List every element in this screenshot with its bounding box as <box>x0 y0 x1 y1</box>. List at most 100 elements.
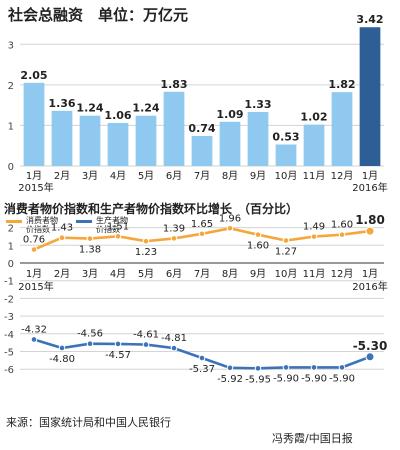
x-tick-label: 2月 <box>54 170 70 182</box>
data-label: -5.37 <box>189 364 215 375</box>
ppi-point <box>30 336 38 343</box>
cpi-point <box>282 237 290 244</box>
bar <box>135 115 157 166</box>
y-tick-label: -5 <box>4 348 14 359</box>
y-tick-label: 2 <box>8 81 14 92</box>
data-label: -5.90 <box>273 373 299 384</box>
bar <box>191 135 213 166</box>
data-label: 1.49 <box>303 222 325 233</box>
bar <box>163 91 185 166</box>
data-label: 1.60 <box>331 220 353 231</box>
year-label: 2015年 <box>18 280 53 293</box>
data-label: -5.92 <box>217 374 243 385</box>
ppi-point <box>170 344 178 352</box>
x-tick-label: 11月 <box>303 268 326 280</box>
cpi-point <box>226 225 234 232</box>
cpi-point <box>338 231 346 238</box>
x-tick-label: 1月 <box>362 170 378 182</box>
x-tick-label: 7月 <box>194 170 210 182</box>
legend: 消费者物价指数 生产者物价指数 <box>6 216 146 250</box>
x-tick-label: 4月 <box>110 170 126 182</box>
year-label: 2015年 <box>18 181 53 194</box>
data-label: 1.43 <box>51 223 73 234</box>
x-tick-label: 6月 <box>166 268 182 280</box>
data-label: 1.38 <box>79 245 101 256</box>
data-label: 1.23 <box>135 247 157 258</box>
cpi-point <box>170 235 178 242</box>
cpi-point <box>58 234 66 241</box>
legend-label-cpi: 消费者物价指数 <box>26 216 58 234</box>
year-label: 2016年 <box>352 280 387 293</box>
data-label: 1.51 <box>107 221 129 232</box>
y-tick-label: -1 <box>4 277 14 288</box>
data-label: 1.36 <box>48 97 75 110</box>
ppi-point <box>282 364 290 371</box>
cpi-point <box>142 237 150 245</box>
line-chart: 2 1 0 -1 -2 -3 -4 -5 -6 1月 2月 3月 4月 5月 6月 7月 8月 9月 10月 11月 1… <box>4 213 388 385</box>
x-tick-label: 7月 <box>194 268 210 280</box>
x-tick-label: 8月 <box>222 170 238 182</box>
cpi-point <box>114 232 122 240</box>
x-tick-label: 11月 <box>303 170 326 182</box>
data-label: 1.24 <box>76 102 103 115</box>
cpi-point <box>198 230 206 238</box>
chart-title-financing: 社会总融资 单位：万亿元 <box>8 6 189 24</box>
data-label: -4.57 <box>105 350 131 361</box>
data-label: 0.74 <box>188 122 215 135</box>
y-tick-label: 1 <box>8 121 14 132</box>
data-label: -5.95 <box>245 374 271 385</box>
data-label: 0.53 <box>272 130 299 143</box>
data-label: -4.80 <box>49 354 75 365</box>
data-label: 1.60 <box>247 241 269 252</box>
y-tick-label: -4 <box>4 330 14 341</box>
y-tick-label: 2 <box>8 224 14 235</box>
source-note: 来源：国家统计局和中国人民银行 <box>6 416 171 429</box>
data-label: 1.27 <box>275 247 297 258</box>
cpi-point <box>30 246 38 253</box>
data-label: 3.42 <box>356 13 383 26</box>
bar <box>331 92 353 166</box>
x-tick-label: 12月 <box>331 268 354 280</box>
data-label: 1.09 <box>216 108 243 121</box>
x-tick-label: 3月 <box>82 170 98 182</box>
cpi-point <box>365 226 375 236</box>
y-tick-label: -3 <box>4 312 14 323</box>
credit-line: 冯秀霞/中国日报 <box>272 432 353 445</box>
cpi-point <box>86 235 94 242</box>
ppi-point <box>310 364 318 371</box>
data-label: 1.65 <box>191 219 213 230</box>
x-tick-label: 1月 <box>26 170 42 182</box>
y-tick-label: -6 <box>4 365 14 376</box>
legend-label-ppi: 生产者物价指数 <box>96 216 128 234</box>
ppi-point <box>365 352 375 362</box>
x-tick-label: 2月 <box>54 268 70 280</box>
data-label: 1.24 <box>132 102 159 115</box>
data-label: 1.82 <box>328 78 355 91</box>
data-label: -5.90 <box>329 373 355 384</box>
bar <box>79 115 101 166</box>
data-label: 2.05 <box>20 69 47 82</box>
x-tick-label: 9月 <box>250 268 266 280</box>
bar-chart: 0 1 2 3 2.05 1月 1.36 2月 1.24 3月 1.06 4月 1.24 5月 1.83 6月… <box>8 13 388 194</box>
x-tick-label: 1月 <box>362 268 378 280</box>
data-label: 1.02 <box>300 111 327 124</box>
data-label: 1.39 <box>163 223 185 234</box>
x-tick-label: 9月 <box>250 170 266 182</box>
x-tick-label: 12月 <box>331 170 354 182</box>
x-tick-label: 1月 <box>26 268 42 280</box>
bar <box>23 82 45 166</box>
cpi-point <box>310 233 318 240</box>
x-tick-label: 6月 <box>166 170 182 182</box>
y-tick-label: 1 <box>8 241 14 252</box>
x-tick-label: 5月 <box>138 268 154 280</box>
x-tick-label: 10月 <box>275 170 298 182</box>
data-label: -4.61 <box>133 330 159 341</box>
ppi-point <box>142 341 150 348</box>
bar <box>247 112 269 166</box>
y-tick-label: 3 <box>8 40 14 51</box>
data-label: -4.81 <box>161 333 187 344</box>
data-label: -5.90 <box>301 373 327 384</box>
ppi-point <box>226 364 234 372</box>
data-label: 1.33 <box>244 98 271 111</box>
